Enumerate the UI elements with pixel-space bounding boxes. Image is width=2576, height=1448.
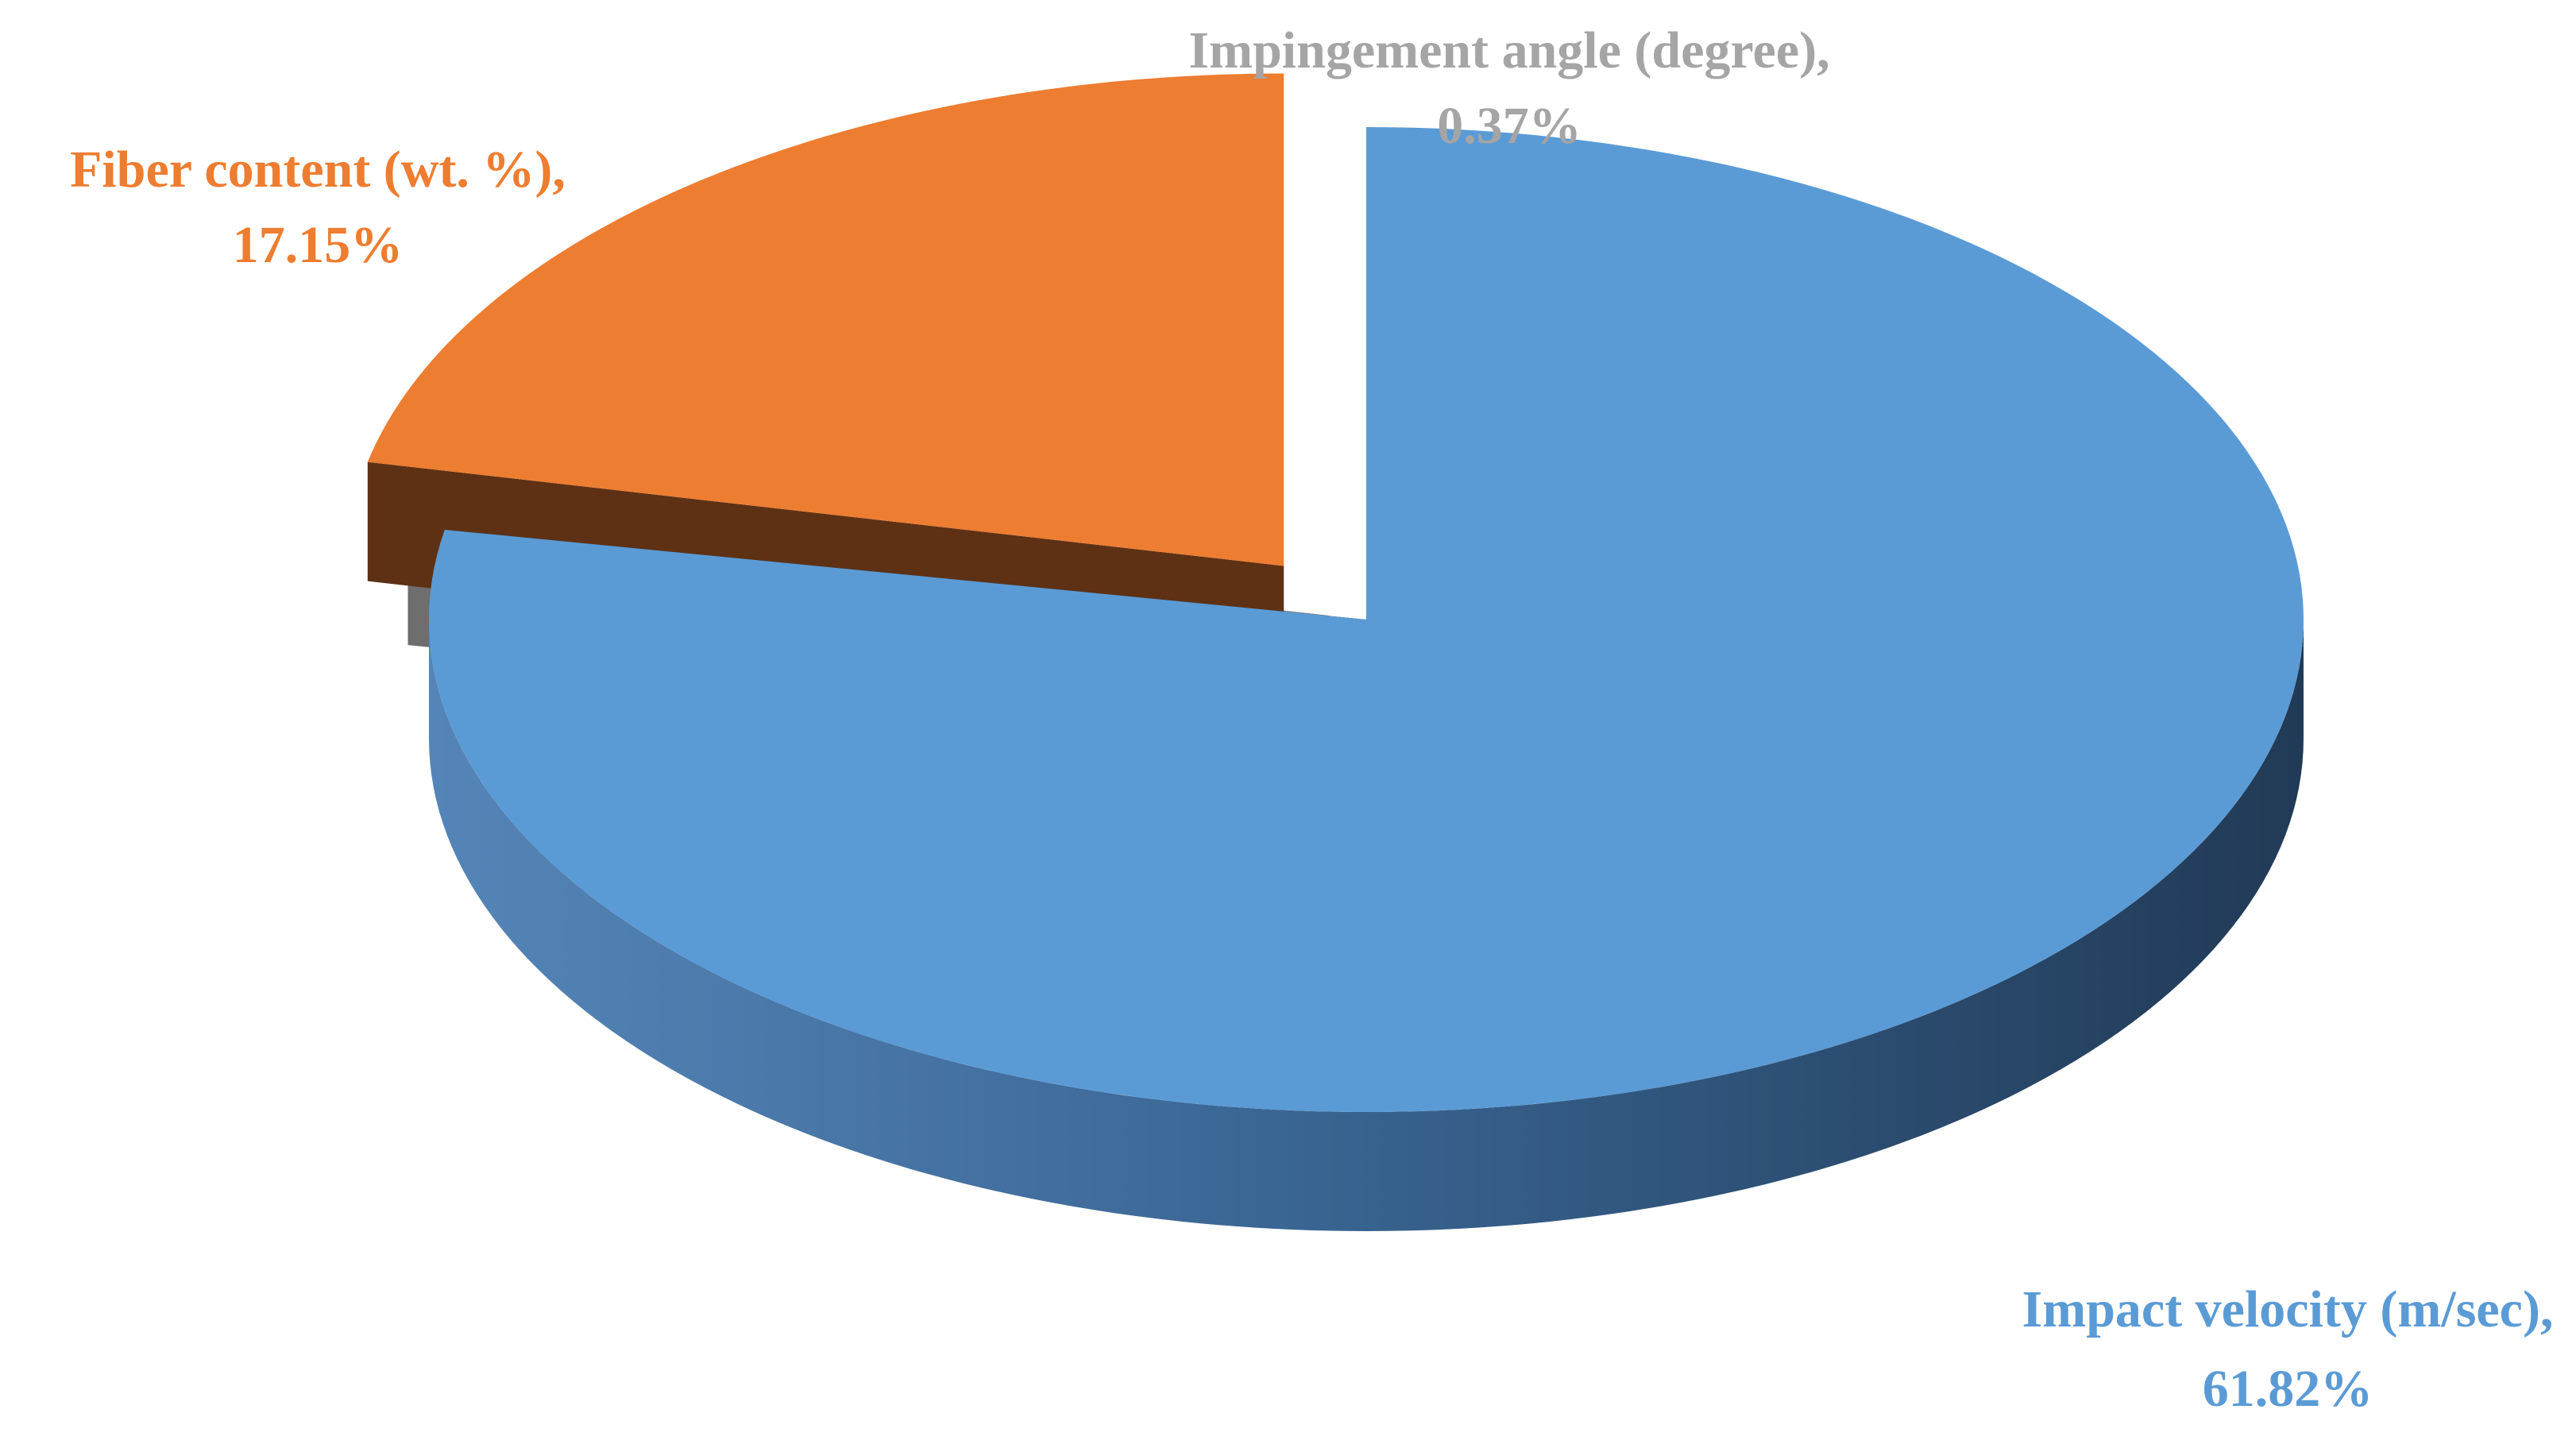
- slice-value-label-3: 17.15%: [233, 216, 404, 274]
- pie-slice-1-side: [429, 620, 2304, 1231]
- pie-slice-1: [429, 127, 2304, 1231]
- slice-value-label-1: 61.82%: [2203, 1360, 2373, 1418]
- slice-value-label-2: 0.37%: [1437, 97, 1582, 155]
- pie-slice-3-top: [367, 73, 1284, 566]
- slice-label-1: Impact velocity (m/sec),: [2022, 1280, 2554, 1338]
- pie-slice-1-top: [429, 127, 2304, 1112]
- slice-label-3: Fiber content (wt. %),: [70, 141, 566, 199]
- slice-label-2: Impingement angle (degree),: [1188, 21, 1829, 79]
